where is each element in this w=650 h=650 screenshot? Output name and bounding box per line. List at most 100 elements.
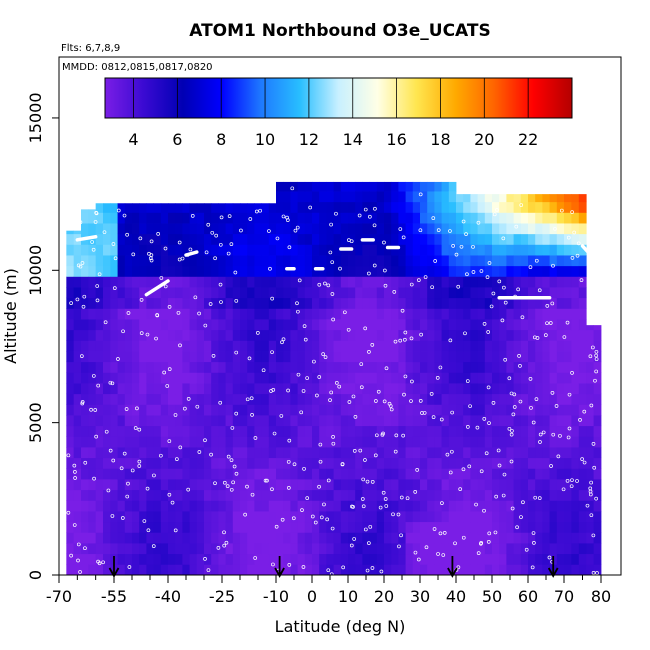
ozone-cell	[110, 372, 118, 384]
ozone-cell	[542, 372, 550, 384]
ozone-cell	[182, 351, 190, 363]
ozone-cell	[513, 500, 522, 512]
ozone-cell	[326, 415, 334, 427]
ozone-cell	[369, 329, 378, 341]
ozone-cell	[542, 543, 550, 555]
ozone-cell	[506, 479, 514, 491]
ozone-cell	[268, 203, 277, 213]
ozone-cell	[168, 532, 176, 544]
sample-point	[94, 210, 99, 215]
ozone-cell	[384, 308, 392, 320]
ozone-cell	[175, 436, 183, 448]
ozone-cell	[66, 265, 75, 277]
ozone-cell	[196, 457, 205, 469]
ozone-cell	[470, 297, 478, 309]
sample-point	[363, 207, 368, 212]
ozone-cell	[268, 361, 277, 373]
ozone-cell	[556, 553, 565, 565]
ozone-cell	[549, 340, 558, 352]
ozone-cell	[254, 489, 262, 501]
ozone-cell	[369, 500, 378, 512]
ozone-cell	[564, 201, 572, 213]
sample-point	[234, 298, 239, 303]
ozone-cell	[369, 191, 378, 203]
ozone-cell	[535, 372, 543, 384]
ozone-cell	[132, 543, 140, 555]
sample-point	[301, 565, 306, 569]
ozone-cell	[593, 532, 602, 544]
ozone-cell	[355, 308, 363, 320]
ozone-cell	[168, 372, 176, 384]
ozone-cell	[593, 479, 602, 491]
ozone-cell	[261, 468, 270, 480]
ozone-cell	[470, 425, 478, 437]
ozone-cell	[211, 447, 219, 459]
ozone-cell	[290, 265, 298, 277]
ozone-cell	[384, 404, 392, 416]
ozone-cell	[211, 511, 219, 523]
ozone-cell	[247, 393, 255, 405]
ozone-cell	[456, 532, 464, 544]
sample-point	[318, 459, 323, 464]
ozone-cell	[261, 532, 270, 544]
ozone-cell	[513, 393, 522, 405]
ozone-cell	[196, 404, 205, 416]
ozone-cell	[211, 393, 219, 405]
ozone-cell	[81, 500, 89, 512]
ozone-cell	[549, 511, 558, 523]
ozone-cell	[391, 553, 399, 565]
sample-point	[591, 345, 595, 350]
sample-point	[222, 530, 226, 535]
ozone-cell	[117, 233, 126, 245]
sample-point	[397, 544, 401, 549]
ozone-cell	[297, 191, 306, 203]
ozone-cell	[456, 553, 464, 565]
ozone-cell	[146, 203, 154, 213]
ozone-cell	[340, 500, 349, 512]
ozone-cell	[434, 233, 442, 245]
ozone-cell	[117, 297, 126, 309]
ozone-cell	[578, 319, 587, 331]
ozone-cell	[153, 372, 162, 384]
ozone-cell	[297, 543, 306, 555]
ozone-cell	[247, 436, 255, 448]
ozone-cell	[124, 521, 133, 533]
ozone-cell	[398, 255, 406, 267]
ozone-cell	[549, 329, 558, 341]
ozone-cell	[218, 425, 226, 437]
sample-point	[551, 432, 556, 437]
ozone-cell	[528, 319, 536, 331]
ozone-cell	[124, 212, 133, 224]
ozone-cell	[463, 553, 471, 565]
ozone-cell	[484, 468, 493, 480]
ozone-cell	[499, 340, 507, 352]
ozone-cell	[312, 351, 320, 363]
ozone-cell	[586, 404, 594, 416]
ozone-cell	[492, 436, 500, 448]
ozone-cell	[355, 191, 363, 203]
ozone-cell	[333, 393, 342, 405]
ozone-cell	[168, 415, 176, 427]
sample-point	[218, 400, 223, 405]
ozone-cell	[276, 393, 284, 405]
ozone-cell	[73, 404, 82, 416]
ozone-cell	[117, 329, 126, 341]
ozone-cell	[348, 489, 356, 501]
ozone-cell	[477, 194, 486, 203]
ozone-cell	[391, 500, 399, 512]
sample-point	[287, 245, 292, 250]
ozone-cell	[312, 319, 320, 331]
ozone-cell	[73, 436, 82, 448]
sample-point	[226, 251, 231, 256]
ozone-cell	[290, 287, 298, 299]
ozone-cell	[405, 372, 414, 384]
ozone-cell	[110, 203, 118, 213]
ozone-cell	[571, 287, 580, 299]
ozone-cell	[261, 500, 270, 512]
ozone-cell	[506, 201, 514, 213]
ozone-cell	[564, 212, 572, 224]
sample-point	[122, 451, 127, 456]
ozone-cell	[398, 415, 406, 427]
sample-point	[582, 460, 587, 465]
sample-point	[566, 435, 571, 440]
